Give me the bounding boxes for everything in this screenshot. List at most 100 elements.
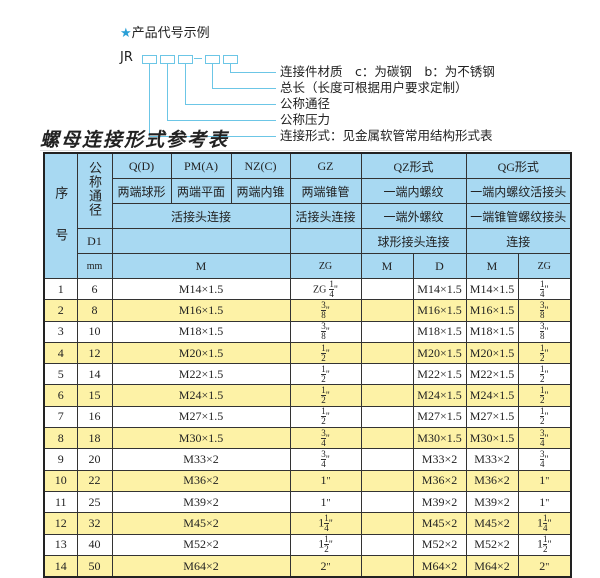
cell-zg: 1 2 " <box>289 384 362 407</box>
cell-qg-m: M24×1.5 <box>465 384 519 407</box>
table-row: 7 16 M27×1.5 1 2 " M27×1.5 M27×1.5 1 2 " <box>43 405 572 429</box>
cell-zg: 1 1 2 " <box>289 533 362 556</box>
cell-qz-d: M39×2 <box>412 490 467 514</box>
leader-line <box>212 88 276 89</box>
star-icon: ★ <box>120 26 132 41</box>
header-pm: PM(A) <box>170 152 232 179</box>
cell-qz-d: M52×2 <box>412 533 467 556</box>
inch-mark: " <box>326 561 331 573</box>
cell-qz-m <box>360 320 414 343</box>
cell-qz-d: M64×2 <box>412 554 467 578</box>
leader-line <box>167 64 168 120</box>
header-qg-desc: 一端内螺纹活接头 <box>465 178 572 204</box>
header-q: Q(D) <box>111 152 172 179</box>
cell-dn: 15 <box>76 384 113 407</box>
inch-mark: " <box>544 347 549 359</box>
table-row: 5 14 M22×1.5 1 2 " M22×1.5 M22×1.5 1 2 " <box>43 363 572 386</box>
cell-m: M39×2 <box>111 490 291 514</box>
cell-qg-zg: 1 4 " <box>517 277 572 301</box>
cell-no: 2 <box>43 299 78 322</box>
cell-qz-m <box>360 384 414 407</box>
cell-m: M20×1.5 <box>111 341 291 365</box>
header-pm-desc: 两端平面 <box>170 178 232 204</box>
cell-no: 5 <box>43 363 78 386</box>
example-title: ★产品代号示例 <box>120 26 210 41</box>
inch-mark: " <box>544 326 549 338</box>
cell-qg-m: M45×2 <box>465 512 519 535</box>
code-box <box>223 55 238 64</box>
cell-qg-zg: 1" <box>517 469 572 492</box>
header-nz-desc: 两端内锥 <box>230 178 291 204</box>
code-dash <box>194 58 202 59</box>
inch-mark: " <box>544 305 549 317</box>
cell-dn: 22 <box>76 469 113 492</box>
header-qz: QZ形式 <box>360 152 467 179</box>
cell-dn: 10 <box>76 320 113 343</box>
header-mm: mm <box>76 253 113 279</box>
table-row: 11 25 M39×2 1" M39×2 M39×2 1" <box>43 490 572 514</box>
inch-mark: " <box>545 561 550 573</box>
leader-line <box>149 136 276 137</box>
cell-qg-m: M64×2 <box>465 554 519 578</box>
cell-qg-zg: 1 2 " <box>517 363 572 386</box>
inch-mark: " <box>325 432 330 444</box>
cell-m: M45×2 <box>111 512 291 535</box>
cell-no: 4 <box>43 341 78 365</box>
cell-qz-d: M30×1.5 <box>412 427 467 450</box>
cell-qz-m <box>360 554 414 578</box>
cell-qg-zg: 2" <box>517 554 572 578</box>
cell-qg-m: M33×2 <box>465 448 519 471</box>
cell-qg-m: M14×1.5 <box>465 277 519 301</box>
cell-no: 12 <box>43 512 78 535</box>
zg-whole: 1 <box>318 515 325 530</box>
zg-whole: 1 <box>536 536 543 551</box>
cell-no: 8 <box>43 427 78 450</box>
header-qz-desc: 一端内螺纹 <box>360 178 467 204</box>
code-box <box>160 55 175 64</box>
inch-mark: " <box>333 283 338 295</box>
table-row: 8 18 M30×1.5 3 4 " M30×1.5 M30×1.5 3 4 " <box>43 427 572 450</box>
cell-dn: 6 <box>76 277 113 301</box>
cell-qg-zg: 1 1 2 " <box>517 533 572 556</box>
cell-dn: 12 <box>76 341 113 365</box>
header-qz-d: D <box>412 253 467 279</box>
cell-qg-m: M52×2 <box>465 533 519 556</box>
header-seq: 序 号 <box>43 152 78 279</box>
header-dn: 公称通径 <box>76 152 113 229</box>
table-row: 12 32 M45×2 1 1 4 " M45×2 M45×2 1 1 4 " <box>43 512 572 535</box>
cell-qz-d: M36×2 <box>412 469 467 492</box>
cell-qg-zg: 1" <box>517 490 572 514</box>
header-q-desc: 两端球形 <box>111 178 172 204</box>
cell-dn: 8 <box>76 299 113 322</box>
inch-mark: " <box>547 518 552 530</box>
cell-zg: 1" <box>289 469 362 492</box>
header-empty <box>289 228 362 254</box>
cell-qg-zg: 1 2 " <box>517 341 572 365</box>
inch-mark: " <box>544 369 549 381</box>
table-row: 3 10 M18×1.5 3 8 " M18×1.5 M18×1.5 3 8 " <box>43 320 572 343</box>
cell-zg: ZG 1 4 " <box>289 277 362 301</box>
cell-dn: 16 <box>76 405 113 429</box>
cell-dn: 14 <box>76 363 113 386</box>
cell-qg-zg: 1 2 " <box>517 405 572 429</box>
header-qg-taper: 一端锥管螺纹接头 <box>465 203 572 229</box>
cell-m: M33×2 <box>111 448 291 471</box>
cell-qz-m <box>360 277 414 301</box>
cell-qz-m <box>360 405 414 429</box>
table-row: 4 12 M20×1.5 1 2 " M20×1.5 M20×1.5 1 2 " <box>43 341 572 365</box>
inch-mark: " <box>325 411 330 423</box>
inch-mark: " <box>325 305 330 317</box>
cell-dn: 50 <box>76 554 113 578</box>
table-row: 2 8 M16×1.5 3 8 " M16×1.5 M16×1.5 3 8 " <box>43 299 572 322</box>
cell-qg-m: M30×1.5 <box>465 427 519 450</box>
cell-qz-m <box>360 427 414 450</box>
zg-prefix: ZG <box>313 283 327 295</box>
inch-mark: " <box>547 539 552 551</box>
